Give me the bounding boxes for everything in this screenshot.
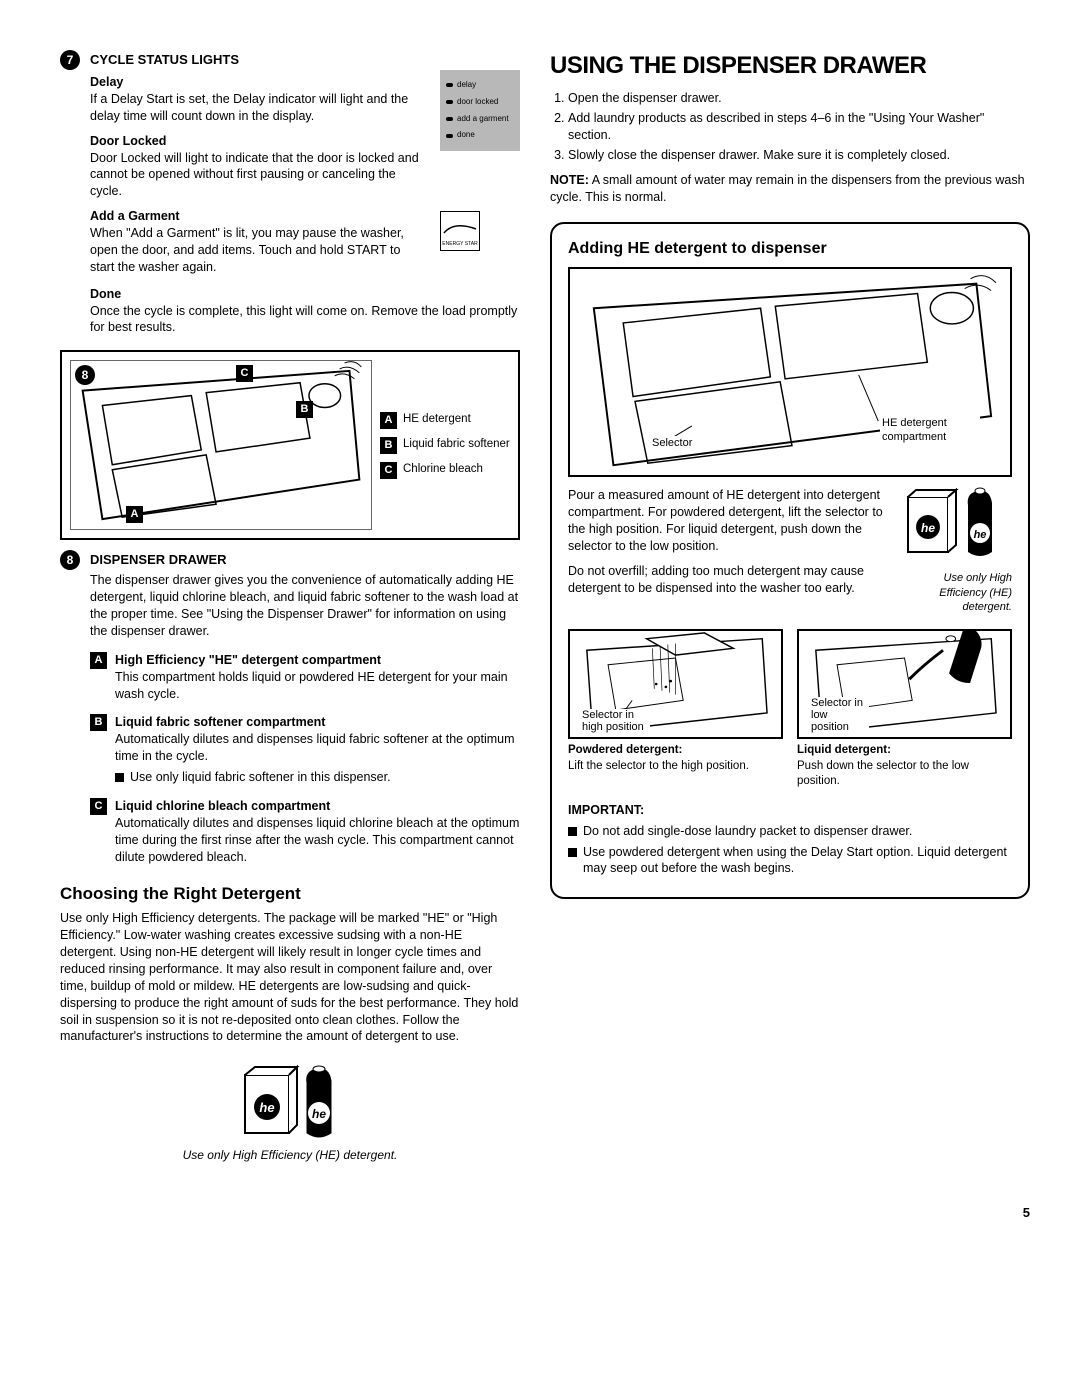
using-note: NOTE: A small amount of water may remain… <box>550 172 1030 206</box>
dispenser-figure: 8 C B A AHE detergent BLiquid fabric sof… <box>60 350 520 540</box>
status-delay: Delay If a Delay Start is set, the Delay… <box>90 74 428 125</box>
legend-text: Liquid fabric softener <box>403 437 510 453</box>
selector-high-body: Lift the selector to the high position. <box>568 759 783 775</box>
right-column: USING THE DISPENSER DRAWER Open the disp… <box>550 50 1030 1164</box>
svg-text:he: he <box>259 1100 274 1115</box>
section-8-body: The dispenser drawer gives you the conve… <box>90 572 520 640</box>
step-1: Open the dispenser drawer. <box>568 90 1030 107</box>
status-body: If a Delay Start is set, the Delay indic… <box>90 91 428 125</box>
selector-high: Selector in high position Powdered deter… <box>568 629 783 790</box>
callout-a: A <box>126 506 143 523</box>
status-body: When "Add a Garment" is lit, you may pau… <box>90 225 428 276</box>
dispenser-main-figure: Selector HE detergent compartment <box>568 267 1012 477</box>
compartment-body: Automatically dilutes and dispenses liqu… <box>115 815 520 866</box>
he-only-caption: Use only High Efficiency (HE) detergent. <box>902 571 1012 616</box>
choosing-heading: Choosing the Right Detergent <box>60 883 520 906</box>
indicator-label: door locked <box>457 97 498 108</box>
indicator-done: done <box>446 130 514 141</box>
indicator-label: add a garment <box>457 114 509 125</box>
pour-instructions-1: Pour a measured amount of HE detergent i… <box>568 487 892 555</box>
indicator-panel: delay door locked add a garment done ENE… <box>440 50 520 251</box>
indicator-add-garment: add a garment <box>446 114 514 125</box>
legend-label: A <box>380 412 397 429</box>
compartment-b-note: Use only liquid fabric softener in this … <box>115 769 520 786</box>
selector-figures: Selector in high position Powdered deter… <box>568 629 1012 790</box>
step-2: Add laundry products as described in ste… <box>568 110 1030 144</box>
he-detergent-figure: he he Use only High Efficiency (HE) dete… <box>60 1063 520 1163</box>
choosing-body: Use only High Efficiency detergents. The… <box>60 910 520 1045</box>
status-title: Delay <box>90 74 428 91</box>
step-8-badge: 8 <box>60 550 80 570</box>
compartment-sub-text: Use only liquid fabric softener in this … <box>130 769 391 786</box>
page-number: 5 <box>60 1204 1030 1222</box>
section-8-header: 8 DISPENSER DRAWER <box>60 550 520 570</box>
important-list: Do not add single-dose laundry packet to… <box>568 823 1012 878</box>
status-title: Done <box>90 286 520 303</box>
selector-low-body: Push down the selector to the low positi… <box>797 759 1012 790</box>
compartment-b: B Liquid fabric softener compartment Aut… <box>90 714 520 765</box>
legend-text: Chlorine bleach <box>403 462 483 478</box>
status-title: Door Locked <box>90 133 428 150</box>
compartment-title: High Efficiency "HE" detergent compartme… <box>115 652 520 669</box>
status-body: Once the cycle is complete, this light w… <box>90 303 520 337</box>
note-label: NOTE: <box>550 173 589 187</box>
compartment-title: Liquid fabric softener compartment <box>115 714 520 731</box>
callout-c: C <box>236 365 253 382</box>
indicator-label: done <box>457 130 475 141</box>
step-7-badge: 7 <box>60 50 80 70</box>
drawer-illustration <box>71 361 371 529</box>
using-heading: USING THE DISPENSER DRAWER <box>550 50 1030 82</box>
section-7: 7 CYCLE STATUS LIGHTS Delay If a Delay S… <box>60 50 520 284</box>
adding-section: Adding HE detergent to dispenser Selecto… <box>550 222 1030 900</box>
svg-text:he: he <box>921 521 935 535</box>
compartment-a: A High Efficiency "HE" detergent compart… <box>90 652 520 703</box>
compartment-label: C <box>90 798 107 815</box>
status-door-locked: Door Locked Door Locked will light to in… <box>90 133 428 201</box>
legend-label: C <box>380 462 397 479</box>
callout-selector: Selector <box>650 436 694 451</box>
important-item: Use powdered detergent when using the De… <box>583 844 1012 878</box>
adding-heading: Adding HE detergent to dispenser <box>568 238 1012 260</box>
compartment-label: A <box>90 652 107 669</box>
selector-low-label: Selector in low position <box>809 697 869 733</box>
note-text: A small amount of water may remain in th… <box>550 173 1025 204</box>
selector-low-title: Liquid detergent: <box>797 743 1012 759</box>
section-7-title: CYCLE STATUS LIGHTS <box>90 51 239 69</box>
selector-high-label: Selector in high position <box>580 709 650 733</box>
important-label: IMPORTANT: <box>568 802 1012 819</box>
selector-high-title: Powdered detergent: <box>568 743 783 759</box>
status-title: Add a Garment <box>90 208 428 225</box>
section-8-title: DISPENSER DRAWER <box>90 551 227 569</box>
indicator-delay: delay <box>446 80 514 91</box>
compartment-body: This compartment holds liquid or powdere… <box>115 669 520 703</box>
compartment-body: Automatically dilutes and dispenses liqu… <box>115 731 520 765</box>
he-bottle-figure: he he Use only High Efficiency (HE) dete… <box>902 487 1012 615</box>
using-steps: Open the dispenser drawer. Add laundry p… <box>568 90 1030 164</box>
energy-star-icon: ENERGY STAR <box>440 211 480 251</box>
left-column: 7 CYCLE STATUS LIGHTS Delay If a Delay S… <box>60 50 520 1164</box>
svg-text:ENERGY STAR: ENERGY STAR <box>442 241 478 247</box>
selector-low: Selector in low position Liquid detergen… <box>797 629 1012 790</box>
callout-he-compartment: HE detergent compartment <box>880 416 980 446</box>
callout-b: B <box>296 401 313 418</box>
indicator-door-locked: door locked <box>446 97 514 108</box>
status-done: Done Once the cycle is complete, this li… <box>90 286 520 337</box>
legend-label: B <box>380 437 397 454</box>
important-item: Do not add single-dose laundry packet to… <box>583 823 912 840</box>
legend-text: HE detergent <box>403 412 471 428</box>
svg-text:he: he <box>974 529 987 541</box>
svg-text:he: he <box>312 1107 326 1121</box>
compartment-title: Liquid chlorine bleach compartment <box>115 798 520 815</box>
pour-instructions-2: Do not overfill; adding too much deterge… <box>568 563 892 597</box>
status-body: Door Locked will light to indicate that … <box>90 150 428 201</box>
figure-legend: A HE detergent B Liquid fabric softener CC… <box>380 404 510 487</box>
indicator-label: delay <box>457 80 476 91</box>
he-caption: Use only High Efficiency (HE) detergent. <box>60 1147 520 1163</box>
compartment-label: B <box>90 714 107 731</box>
step-3: Slowly close the dispenser drawer. Make … <box>568 147 1030 164</box>
compartment-c: C Liquid chlorine bleach compartment Aut… <box>90 798 520 866</box>
status-add-garment: Add a Garment When "Add a Garment" is li… <box>90 208 428 276</box>
